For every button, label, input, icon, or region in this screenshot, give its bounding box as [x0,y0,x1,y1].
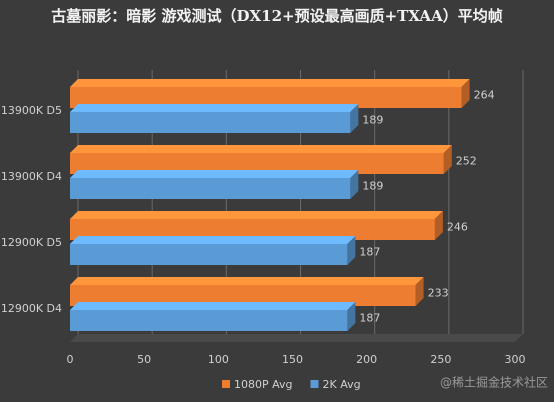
bar-side [347,236,356,265]
bar-side [350,170,359,199]
bar-top [70,145,452,153]
chart-title: 古墓丽影：暗影 游戏测试（DX12+预设最高画质+TXAA）平均帧 [51,7,503,25]
legend-swatch [222,380,230,388]
data-label: 233 [428,287,449,300]
bar-top [70,302,356,310]
bar-side [443,145,452,174]
data-label: 187 [359,312,380,325]
bar-top [70,79,470,87]
y-tick-label: 13900K D4 [1,170,62,183]
data-label: 187 [359,246,380,259]
bar [70,219,435,240]
watermark: @稀土掘金技术社区 [440,375,548,390]
data-label: 189 [362,180,383,193]
x-tick-label: 150 [282,353,303,366]
bar-top [70,211,443,219]
bar [70,178,351,199]
x-tick-label: 200 [356,353,377,366]
bar [70,244,348,265]
bar-side [434,211,443,240]
bar-top [70,170,359,178]
plot-floor [70,334,523,342]
data-label: 246 [447,221,468,234]
legend-label: 1080P Avg [234,378,293,391]
bar-top [70,104,359,112]
data-label: 189 [362,114,383,127]
bar [70,285,416,306]
bar-top [70,236,356,244]
x-tick-label: 300 [505,353,526,366]
bar [70,87,462,108]
bar [70,153,444,174]
y-tick-label: 13900K D5 [1,104,62,117]
y-tick-label: 12900K D4 [1,302,62,315]
y-tick-label: 12900K D5 [1,236,62,249]
bar-side [350,104,359,133]
x-tick-label: 0 [67,353,74,366]
bar-side [415,277,424,306]
x-tick-label: 50 [137,353,151,366]
bar-side [347,302,356,331]
x-tick-label: 250 [430,353,451,366]
data-label: 252 [456,155,477,168]
legend-swatch [310,380,319,388]
bar [70,112,351,133]
bar [70,310,348,331]
x-tick-label: 100 [208,353,229,366]
bar-top [70,277,424,285]
data-label: 264 [474,89,495,102]
bar-side [461,79,470,108]
legend-label: 2K Avg [323,378,361,391]
